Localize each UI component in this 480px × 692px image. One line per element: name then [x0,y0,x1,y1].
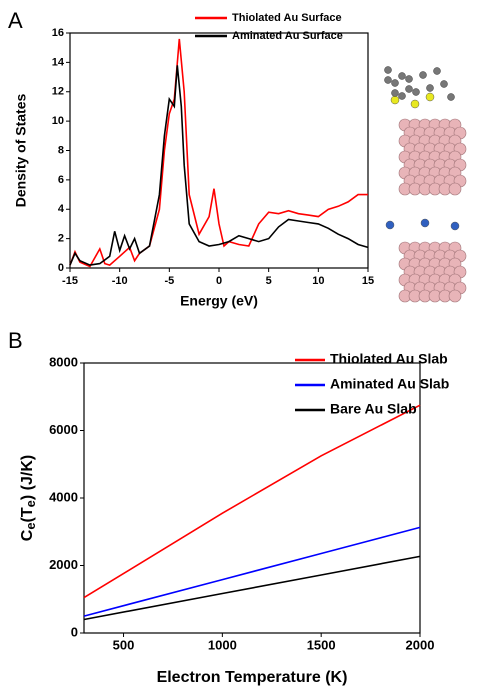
y-axis-label-part: e [23,500,38,507]
legend-label: Bare Au Slab [330,401,417,417]
y-tick-label: 12 [52,86,64,98]
molecule-illustrations [384,66,467,303]
y-tick-label: 6000 [49,422,78,437]
x-axis-label: Energy (eV) [180,293,258,309]
atom [447,93,455,101]
y-tick-label: 2 [58,233,64,245]
x-tick-label: -15 [62,275,78,287]
legend-label: Thiolated Au Surface [232,12,342,24]
atom [448,182,462,196]
y-axis-label: Ce(Te) (J/K) [19,455,38,541]
y-tick-label: 8000 [49,354,78,369]
y-axis-label-part: e [23,522,38,529]
atom [391,79,399,87]
atom [410,99,420,109]
y-tick-label: 14 [52,56,65,68]
y-tick-label: 10 [52,115,64,127]
x-tick-label: 1000 [208,637,237,652]
y-tick-label: 0 [71,624,78,639]
x-tick-label: -10 [112,275,128,287]
panel-label: B [8,328,23,353]
y-tick-label: 16 [52,27,64,39]
x-axis-label: Electron Temperature (K) [157,669,348,686]
data-line [69,38,368,268]
atom [398,92,406,100]
atom [405,75,413,83]
data-line [69,65,369,266]
atom [450,221,460,231]
panel-label: A [8,8,23,33]
atom [448,289,462,303]
y-tick-label: 8 [58,144,64,156]
atom [440,80,448,88]
y-tick-label: 4 [58,203,65,215]
atom [398,72,406,80]
y-tick-label: 2000 [49,557,78,572]
data-line [83,555,421,621]
x-tick-label: 1500 [307,637,336,652]
legend-label: Aminated Au Slab [330,376,449,392]
atom [384,66,392,74]
atom [385,220,395,230]
y-axis-label: Density of States [13,93,29,207]
x-tick-label: 2000 [406,637,435,652]
y-axis-label-part: (T [19,507,36,522]
legend-label: Thiolated Au Slab [330,351,448,367]
y-tick-label: 6 [58,174,64,186]
atom [390,95,400,105]
x-tick-label: 15 [362,275,374,287]
data-line [83,404,421,599]
atom [425,92,435,102]
x-tick-label: 10 [312,275,324,287]
atom [405,85,413,93]
data-line [83,526,421,617]
atom [384,76,392,84]
atom [426,84,434,92]
legend-label: Aminated Au Surface [232,30,343,42]
y-tick-label: 4000 [49,489,78,504]
y-axis-label-part: ) (J/K) [19,455,36,500]
x-tick-label: 500 [113,637,135,652]
y-axis-label-part: C [19,529,36,541]
x-tick-label: 0 [216,275,222,287]
atom [412,88,420,96]
atom [433,67,441,75]
x-tick-label: -5 [164,275,174,287]
x-tick-label: 5 [266,275,272,287]
atom [391,89,399,97]
y-tick-label: 0 [58,262,64,274]
atom [419,71,427,79]
atom [420,218,430,228]
